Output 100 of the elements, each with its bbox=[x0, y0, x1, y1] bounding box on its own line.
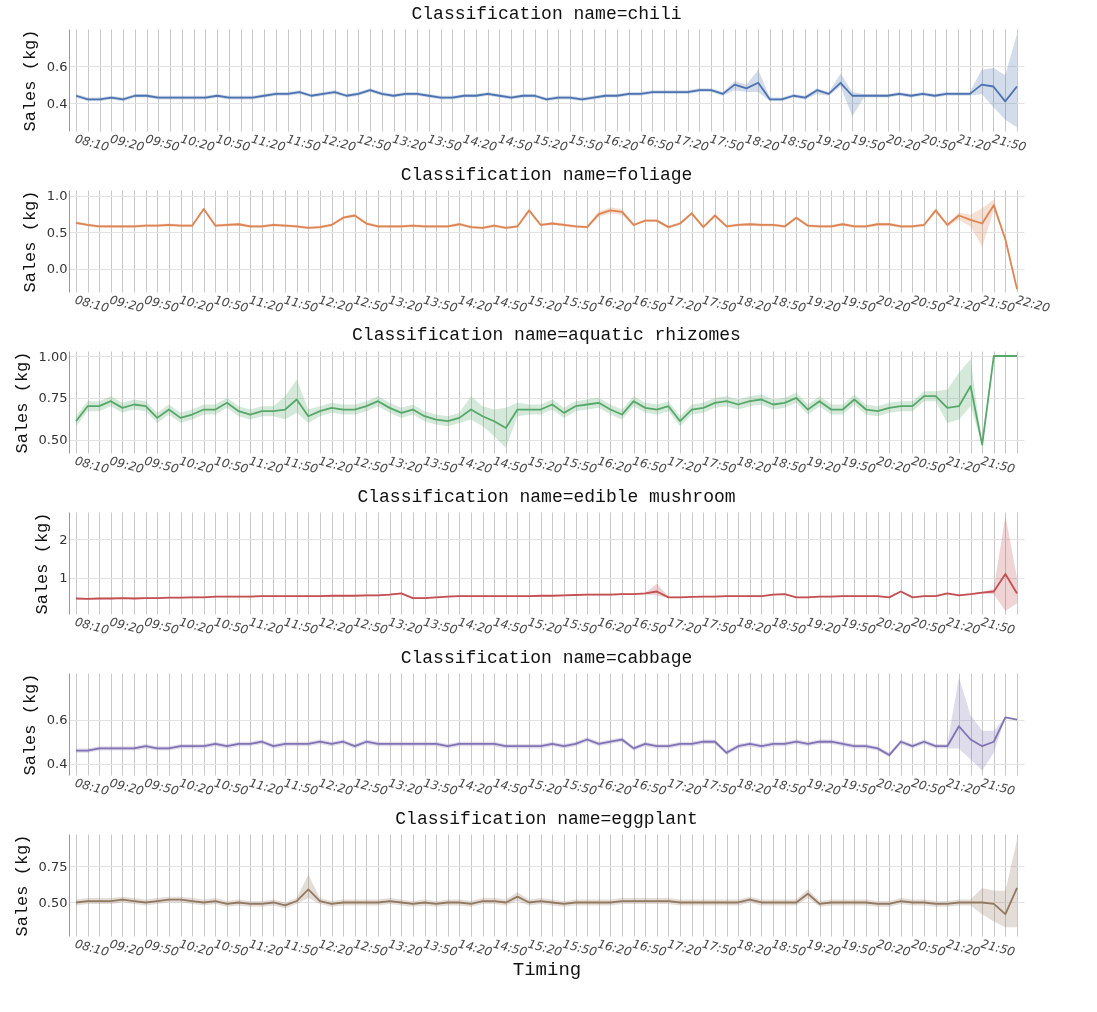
category-label: 18:20 bbox=[735, 292, 773, 316]
category-label: 15:20 bbox=[532, 131, 570, 155]
x-tick-label: 14:50 bbox=[491, 936, 529, 960]
category-label: 14:20 bbox=[456, 775, 494, 799]
category-label: 20:50 bbox=[909, 292, 947, 316]
category-label: 14:50 bbox=[491, 292, 529, 316]
category-label: 11:50 bbox=[285, 131, 323, 155]
y-tick-label: 0.4 bbox=[46, 756, 68, 772]
category-label: 11:50 bbox=[282, 453, 320, 477]
category-label: 21:50 bbox=[979, 775, 1017, 799]
x-tick-label: 21:50 bbox=[979, 936, 1017, 960]
y-axis-title: Sales (kg) bbox=[12, 351, 32, 454]
category-label: 13:50 bbox=[421, 292, 459, 316]
line-series bbox=[75, 81, 1018, 103]
category-label: 21:50 bbox=[979, 614, 1017, 638]
category-label: 17:20 bbox=[673, 131, 711, 155]
category-label: 19:20 bbox=[814, 131, 852, 155]
x-tick-label: 11:50 bbox=[282, 936, 320, 960]
category-label: 09:20 bbox=[108, 292, 146, 316]
x-tick-label: 15:20 bbox=[526, 936, 564, 960]
chart-title: Classification name=edible mushroom bbox=[357, 486, 736, 507]
category-label: 15:50 bbox=[561, 453, 599, 477]
category-label: 15:50 bbox=[567, 131, 605, 155]
category-label: 21:20 bbox=[955, 131, 993, 155]
category-label: 18:20 bbox=[735, 614, 773, 638]
category-label: 20:50 bbox=[909, 453, 947, 477]
category-label: 21:50 bbox=[990, 131, 1028, 155]
category-label: 21:50 bbox=[979, 453, 1017, 477]
category-label: 18:50 bbox=[770, 775, 808, 799]
x-tick-label: 18:50 bbox=[770, 936, 808, 960]
category-label: 14:20 bbox=[456, 453, 494, 477]
category-label: 18:20 bbox=[735, 775, 773, 799]
y-tick-label: 1.00 bbox=[38, 348, 68, 364]
x-tick-label: 18:20 bbox=[735, 936, 773, 960]
y-tick-label: 0.4 bbox=[46, 95, 68, 111]
category-label: 13:50 bbox=[426, 131, 464, 155]
y-tick-label: 0.0 bbox=[46, 261, 68, 277]
category-label: 13:20 bbox=[391, 131, 429, 155]
category-label: 15:50 bbox=[561, 775, 599, 799]
category-label: 19:20 bbox=[805, 453, 843, 477]
category-label: 11:20 bbox=[247, 614, 285, 638]
line-series bbox=[75, 573, 1018, 600]
category-label: 08:10 bbox=[73, 614, 111, 638]
y-tick-label: 0.75 bbox=[38, 390, 68, 406]
category-label: 14:20 bbox=[456, 614, 494, 638]
category-label: 17:20 bbox=[665, 775, 703, 799]
y-tick-label: 0.50 bbox=[38, 432, 68, 448]
category-label: 09:50 bbox=[144, 131, 182, 155]
category-label: 12:20 bbox=[317, 292, 355, 316]
category-label: 20:20 bbox=[884, 131, 922, 155]
x-tick-label: 08:10 bbox=[73, 936, 111, 960]
category-label: 20:50 bbox=[909, 775, 947, 799]
category-label: 22:20 bbox=[1014, 292, 1052, 316]
category-label: 08:10 bbox=[73, 453, 111, 477]
category-label: 11:50 bbox=[282, 775, 320, 799]
category-label: 10:50 bbox=[214, 131, 252, 155]
line-series bbox=[75, 716, 1018, 756]
category-label: 14:50 bbox=[491, 453, 529, 477]
category-label: 09:20 bbox=[108, 453, 146, 477]
category-label: 18:50 bbox=[770, 292, 808, 316]
category-label: 10:50 bbox=[212, 775, 250, 799]
y-axis-title: Sales (kg) bbox=[20, 29, 40, 132]
y-axis-title: Sales (kg) bbox=[20, 673, 40, 776]
category-label: 15:20 bbox=[526, 614, 564, 638]
category-label: 19:50 bbox=[849, 131, 887, 155]
category-label: 15:20 bbox=[526, 292, 564, 316]
x-tick-label: 09:20 bbox=[108, 936, 146, 960]
category-label: 11:50 bbox=[282, 292, 320, 316]
line-series bbox=[75, 887, 1018, 916]
category-label: 18:50 bbox=[770, 453, 808, 477]
category-label: 09:20 bbox=[108, 131, 146, 155]
category-label: 17:50 bbox=[700, 453, 738, 477]
category-label: 09:20 bbox=[108, 775, 146, 799]
y-axis-title: Sales (kg) bbox=[12, 834, 32, 937]
category-label: 12:20 bbox=[317, 614, 355, 638]
category-label: 17:50 bbox=[708, 131, 746, 155]
category-label: 19:20 bbox=[805, 292, 843, 316]
category-label: 18:50 bbox=[770, 614, 808, 638]
category-label: 16:50 bbox=[637, 131, 676, 155]
y-tick-label: 2 bbox=[59, 531, 68, 547]
x-tick-label: 15:50 bbox=[561, 936, 599, 960]
chart-title: Classification name=cabbage bbox=[400, 647, 693, 668]
category-label: 10:50 bbox=[212, 453, 250, 477]
category-label: 12:20 bbox=[320, 131, 358, 155]
category-label: 08:10 bbox=[73, 131, 111, 155]
category-label: 15:20 bbox=[526, 775, 564, 799]
category-label: 14:20 bbox=[461, 131, 499, 155]
category-label: 14:50 bbox=[491, 775, 529, 799]
category-label: 10:50 bbox=[212, 614, 250, 638]
y-axis-title: Sales (kg) bbox=[33, 512, 53, 615]
category-label: 17:20 bbox=[665, 614, 703, 638]
category-label: 18:50 bbox=[779, 131, 817, 155]
category-label: 08:10 bbox=[73, 775, 111, 799]
category-label: 13:50 bbox=[421, 614, 459, 638]
category-label: 10:20 bbox=[179, 131, 217, 155]
category-label: 09:20 bbox=[108, 614, 146, 638]
category-label: 19:20 bbox=[805, 775, 843, 799]
y-tick-label: 0.75 bbox=[38, 858, 68, 874]
category-label: 08:10 bbox=[73, 292, 111, 316]
category-label: 13:50 bbox=[421, 453, 459, 477]
